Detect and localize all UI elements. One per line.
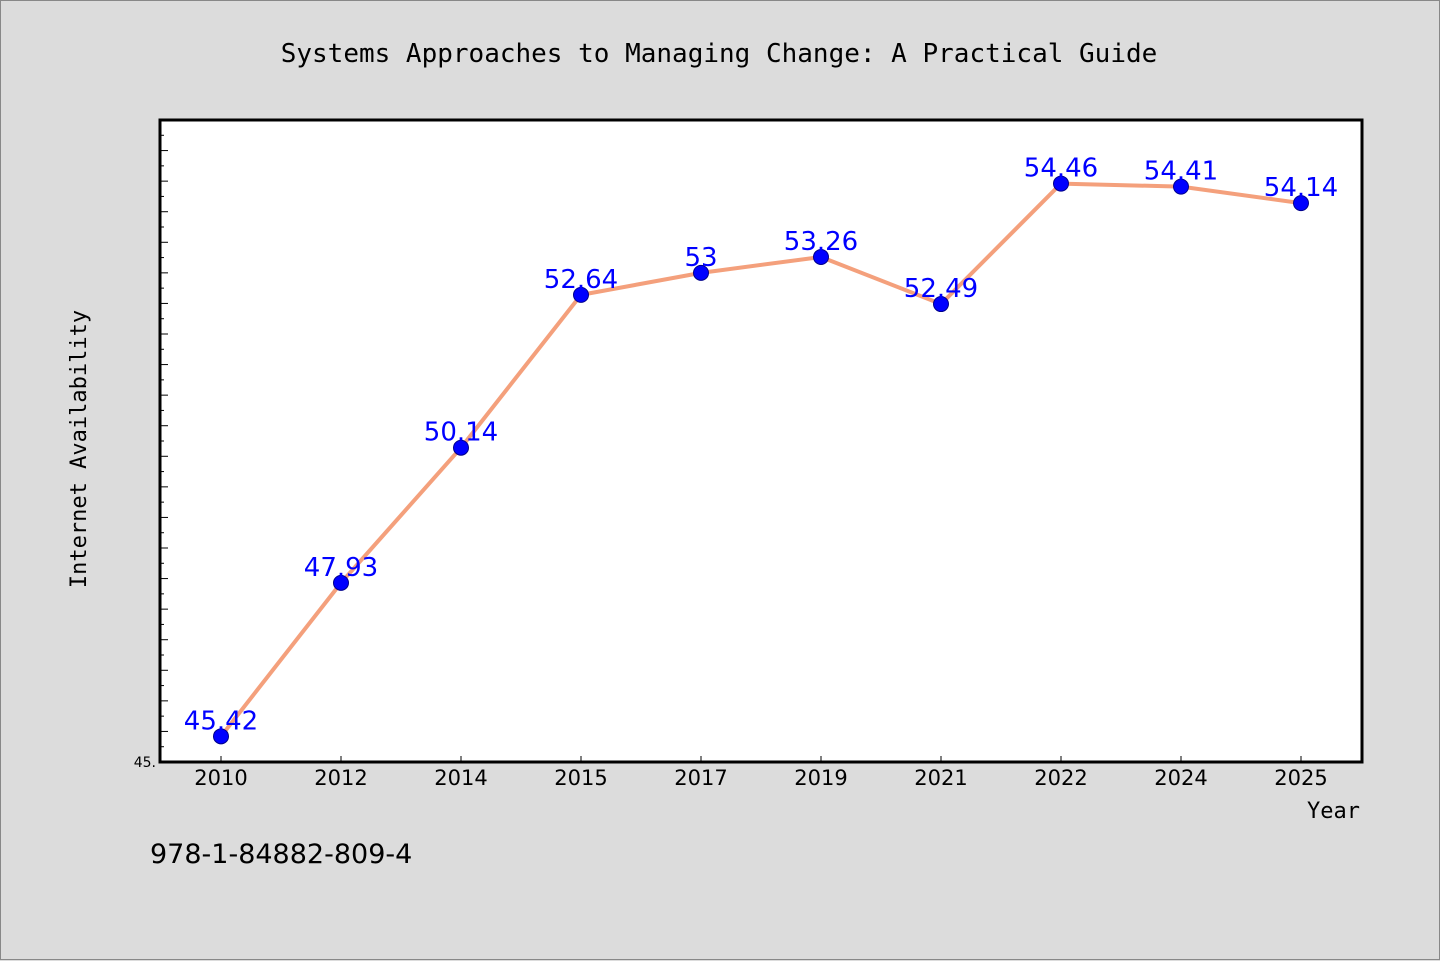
y-tick-label: 45. <box>134 755 156 771</box>
data-labels: 45.42 47.93 50.14 52.64 53 53.26 52.49 54.46 54.… <box>184 154 1338 737</box>
x-axis-label: Year <box>1307 799 1360 824</box>
data-point <box>813 248 829 265</box>
x-tick-label: 2021 <box>914 766 967 790</box>
data-label: 52.49 <box>904 274 978 304</box>
data-markers <box>213 175 1309 745</box>
data-label: 54.41 <box>1144 157 1218 187</box>
data-point <box>693 264 709 281</box>
data-point <box>1293 195 1309 212</box>
x-tick-label: 2012 <box>314 766 367 790</box>
data-point <box>933 296 949 313</box>
x-tick-label: 2015 <box>554 766 607 790</box>
y-axis-label: Internet Availability <box>67 310 92 588</box>
x-tick-label: 2022 <box>1034 766 1087 790</box>
data-point <box>213 728 229 745</box>
x-tick-label: 2025 <box>1274 766 1327 790</box>
data-point <box>1173 178 1189 195</box>
x-tick-label: 2024 <box>1154 766 1207 790</box>
isbn-text: 978-1-84882-809-4 <box>150 839 412 870</box>
y-axis-ticks: 45. <box>134 119 168 771</box>
data-label: 50.14 <box>424 418 498 448</box>
x-tick-label: 2014 <box>434 766 487 790</box>
data-label: 45.42 <box>184 706 258 736</box>
data-label: 53.26 <box>784 227 858 257</box>
x-tick-label: 2017 <box>674 766 727 790</box>
data-label: 53 <box>684 243 717 273</box>
plot-area <box>158 118 1364 764</box>
data-point <box>453 439 469 456</box>
chart-title: Systems Approaches to Managing Change: A… <box>281 39 1158 69</box>
x-tick-label: 2010 <box>194 766 247 790</box>
data-point <box>573 286 589 303</box>
data-label: 54.14 <box>1264 173 1338 203</box>
data-label: 47.93 <box>304 553 378 583</box>
data-point <box>1053 175 1069 192</box>
data-point <box>333 574 349 591</box>
data-label: 52.64 <box>544 265 618 295</box>
x-axis-ticks: 2010 2012 2014 2015 2017 2019 2021 2022 2024 2025 <box>194 756 1328 790</box>
x-tick-label: 2019 <box>794 766 847 790</box>
data-label: 54.46 <box>1024 154 1098 184</box>
series-line <box>219 181 1303 739</box>
